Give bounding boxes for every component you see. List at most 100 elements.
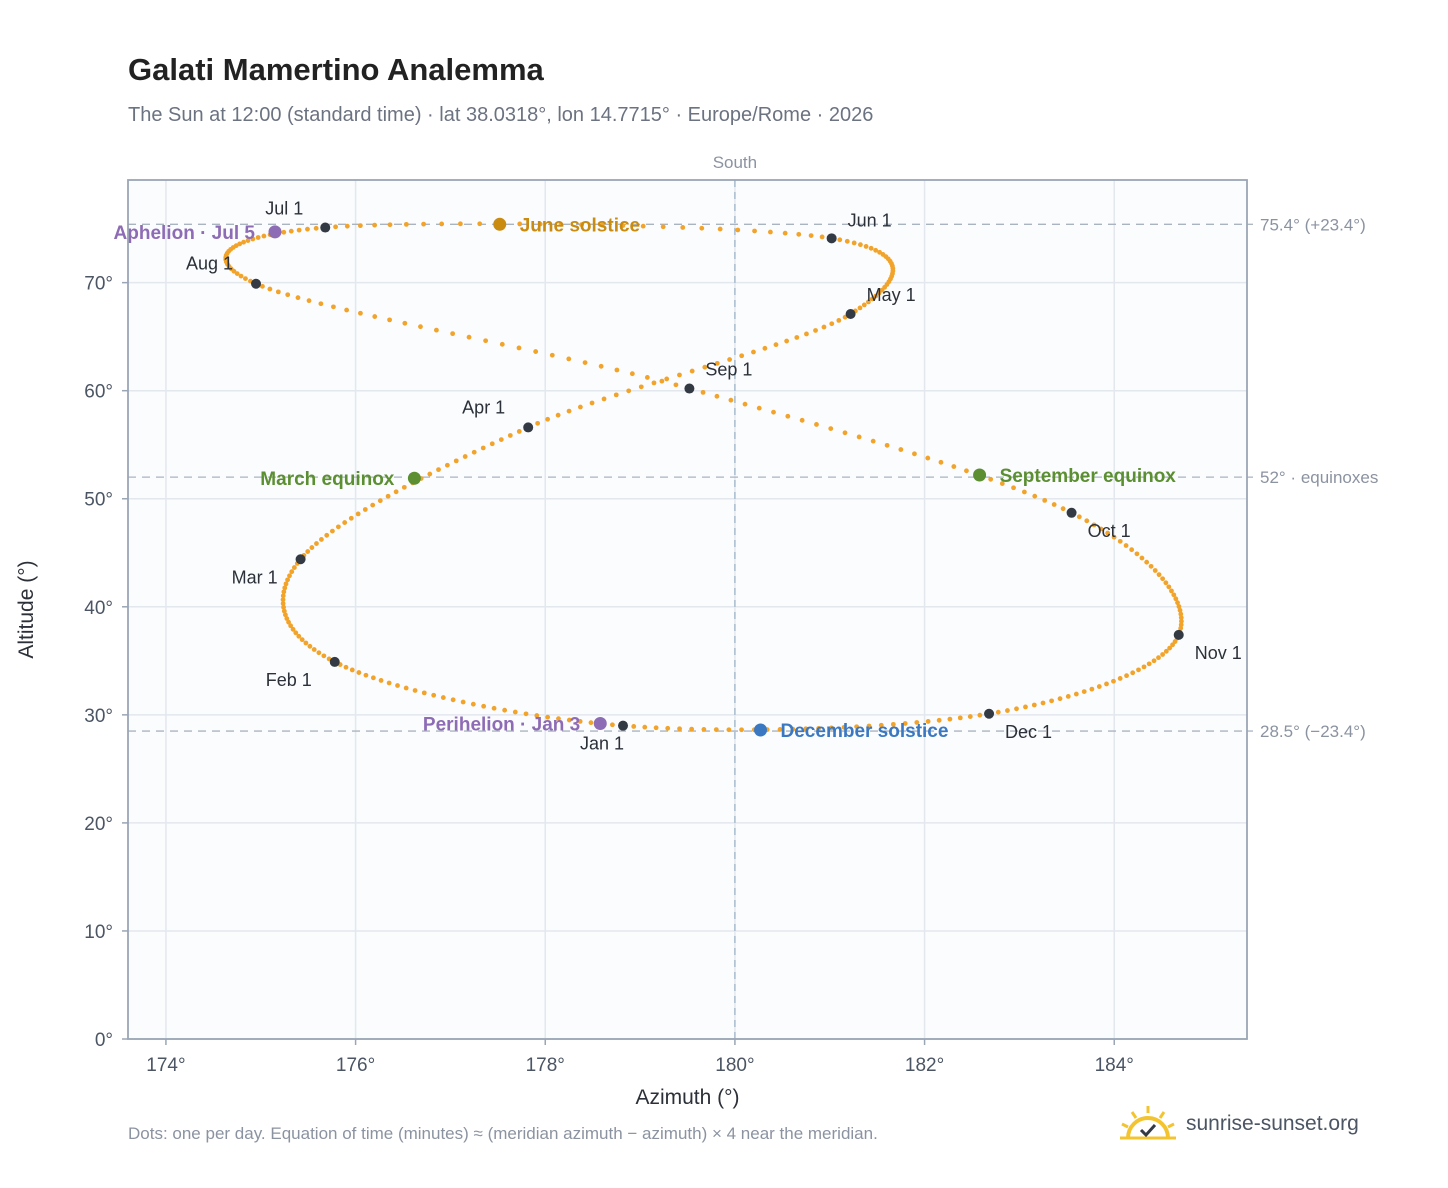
- daily-dot: [858, 242, 863, 248]
- daily-dot: [947, 716, 953, 722]
- daily-dot: [282, 585, 288, 591]
- daily-dot: [841, 724, 847, 730]
- month-marker: [251, 278, 262, 289]
- daily-dot: [1023, 704, 1028, 710]
- daily-dot: [577, 719, 583, 724]
- y-tick-label: 70°: [84, 274, 113, 295]
- daily-dot: [735, 227, 741, 233]
- daily-dot: [988, 476, 994, 482]
- daily-dot: [241, 239, 246, 245]
- daily-dot: [444, 462, 450, 468]
- daily-dot: [599, 222, 605, 228]
- axes: 174° 176° 178° 180° 182° 184° 0° 10° 20° 30° 40° 50…: [15, 179, 1248, 1109]
- daily-dot: [660, 224, 666, 230]
- month-points: Jan 1 Feb 1 Mar 1 Apr 1 May 1 Jun 1 Jul 1 Aug 1…: [186, 199, 1242, 754]
- daily-dot: [1151, 658, 1157, 664]
- daily-dot: [281, 229, 287, 235]
- daily-dot: [331, 304, 336, 310]
- month-marker: [684, 383, 695, 394]
- daily-dot: [370, 675, 376, 681]
- daily-dot: [620, 223, 626, 228]
- daily-dot: [403, 221, 409, 227]
- daily-dot: [777, 727, 783, 732]
- daily-dot: [1160, 576, 1166, 582]
- daily-dot: [877, 249, 882, 255]
- daily-dot: [902, 721, 908, 726]
- daily-dot: [436, 467, 441, 473]
- daily-dot: [1179, 618, 1184, 624]
- daily-dot: [863, 244, 869, 249]
- daily-dot: [255, 235, 261, 240]
- daily-dot: [870, 438, 876, 444]
- daily-dot: [343, 664, 349, 670]
- daily-dot: [1169, 588, 1174, 594]
- daily-dot: [440, 695, 446, 700]
- month-label: May 1: [867, 285, 916, 305]
- daily-dot: [502, 707, 508, 713]
- daily-dot: [477, 221, 483, 227]
- page-subtitle: The Sun at 12:00 (standard time) · lat 3…: [128, 104, 874, 126]
- y-tick-label: 10°: [84, 922, 113, 943]
- month-marker: [984, 708, 995, 719]
- daily-dot: [283, 581, 289, 587]
- daily-dot: [803, 726, 809, 732]
- daily-dot: [689, 726, 695, 732]
- daily-dot: [260, 283, 265, 289]
- daily-dot: [699, 225, 705, 231]
- daily-dot: [756, 405, 762, 411]
- daily-dot: [545, 714, 551, 720]
- daily-dot: [1111, 534, 1117, 540]
- daily-dot: [782, 230, 788, 236]
- daily-dot: [829, 321, 835, 327]
- daily-dot: [785, 413, 791, 419]
- daily-dot: [1076, 514, 1082, 520]
- daily-dot: [1049, 698, 1055, 704]
- daily-dot: [491, 705, 497, 711]
- daily-dot: [638, 384, 644, 390]
- daily-dot: [1136, 667, 1141, 673]
- daily-dot: [535, 420, 541, 426]
- daily-dot: [613, 392, 619, 398]
- daily-dot: [330, 528, 335, 534]
- daily-dot: [333, 224, 338, 230]
- daily-dot: [1170, 642, 1175, 648]
- month-label: Aug 1: [186, 254, 233, 274]
- daily-dot: [457, 221, 463, 227]
- daily-dot: [640, 223, 646, 229]
- daily-dot: [582, 360, 588, 365]
- daily-dot: [305, 226, 310, 232]
- daily-dot: [816, 726, 822, 731]
- daily-dot: [1065, 693, 1071, 699]
- daily-dot: [281, 604, 286, 610]
- y-tick-label: 30°: [84, 706, 113, 727]
- daily-dot: [289, 569, 295, 575]
- daily-dot: [372, 314, 378, 319]
- daily-dot: [283, 612, 288, 618]
- brand[interactable]: sunrise-sunset.org: [1120, 1100, 1359, 1148]
- daily-dot: [533, 349, 539, 354]
- y-axis-label: Altitude (°): [15, 560, 38, 658]
- month-marker: [329, 656, 340, 667]
- x-tick-label: 178°: [526, 1055, 565, 1076]
- daily-dot: [854, 724, 860, 730]
- y-tick-label: 0°: [95, 1030, 113, 1051]
- month-label: Apr 1: [462, 397, 505, 417]
- daily-dot: [370, 502, 376, 508]
- daily-dot: [828, 725, 834, 731]
- daily-dot: [1005, 708, 1010, 713]
- daily-dot: [313, 225, 319, 231]
- reference-label: 52° · equinoxes: [1260, 468, 1378, 487]
- daily-dot: [664, 376, 670, 382]
- daily-dot: [311, 647, 317, 652]
- daily-dot: [1141, 664, 1147, 670]
- daily-dot: [462, 454, 468, 459]
- daily-dot: [836, 318, 842, 323]
- daily-dot: [372, 222, 378, 228]
- daily-dot: [700, 389, 706, 395]
- daily-dot: [250, 236, 256, 242]
- daily-dot: [1032, 493, 1038, 499]
- daily-dot: [385, 493, 391, 499]
- daily-dot: [884, 442, 890, 448]
- daily-dot: [421, 221, 427, 227]
- daily-dot: [866, 723, 872, 729]
